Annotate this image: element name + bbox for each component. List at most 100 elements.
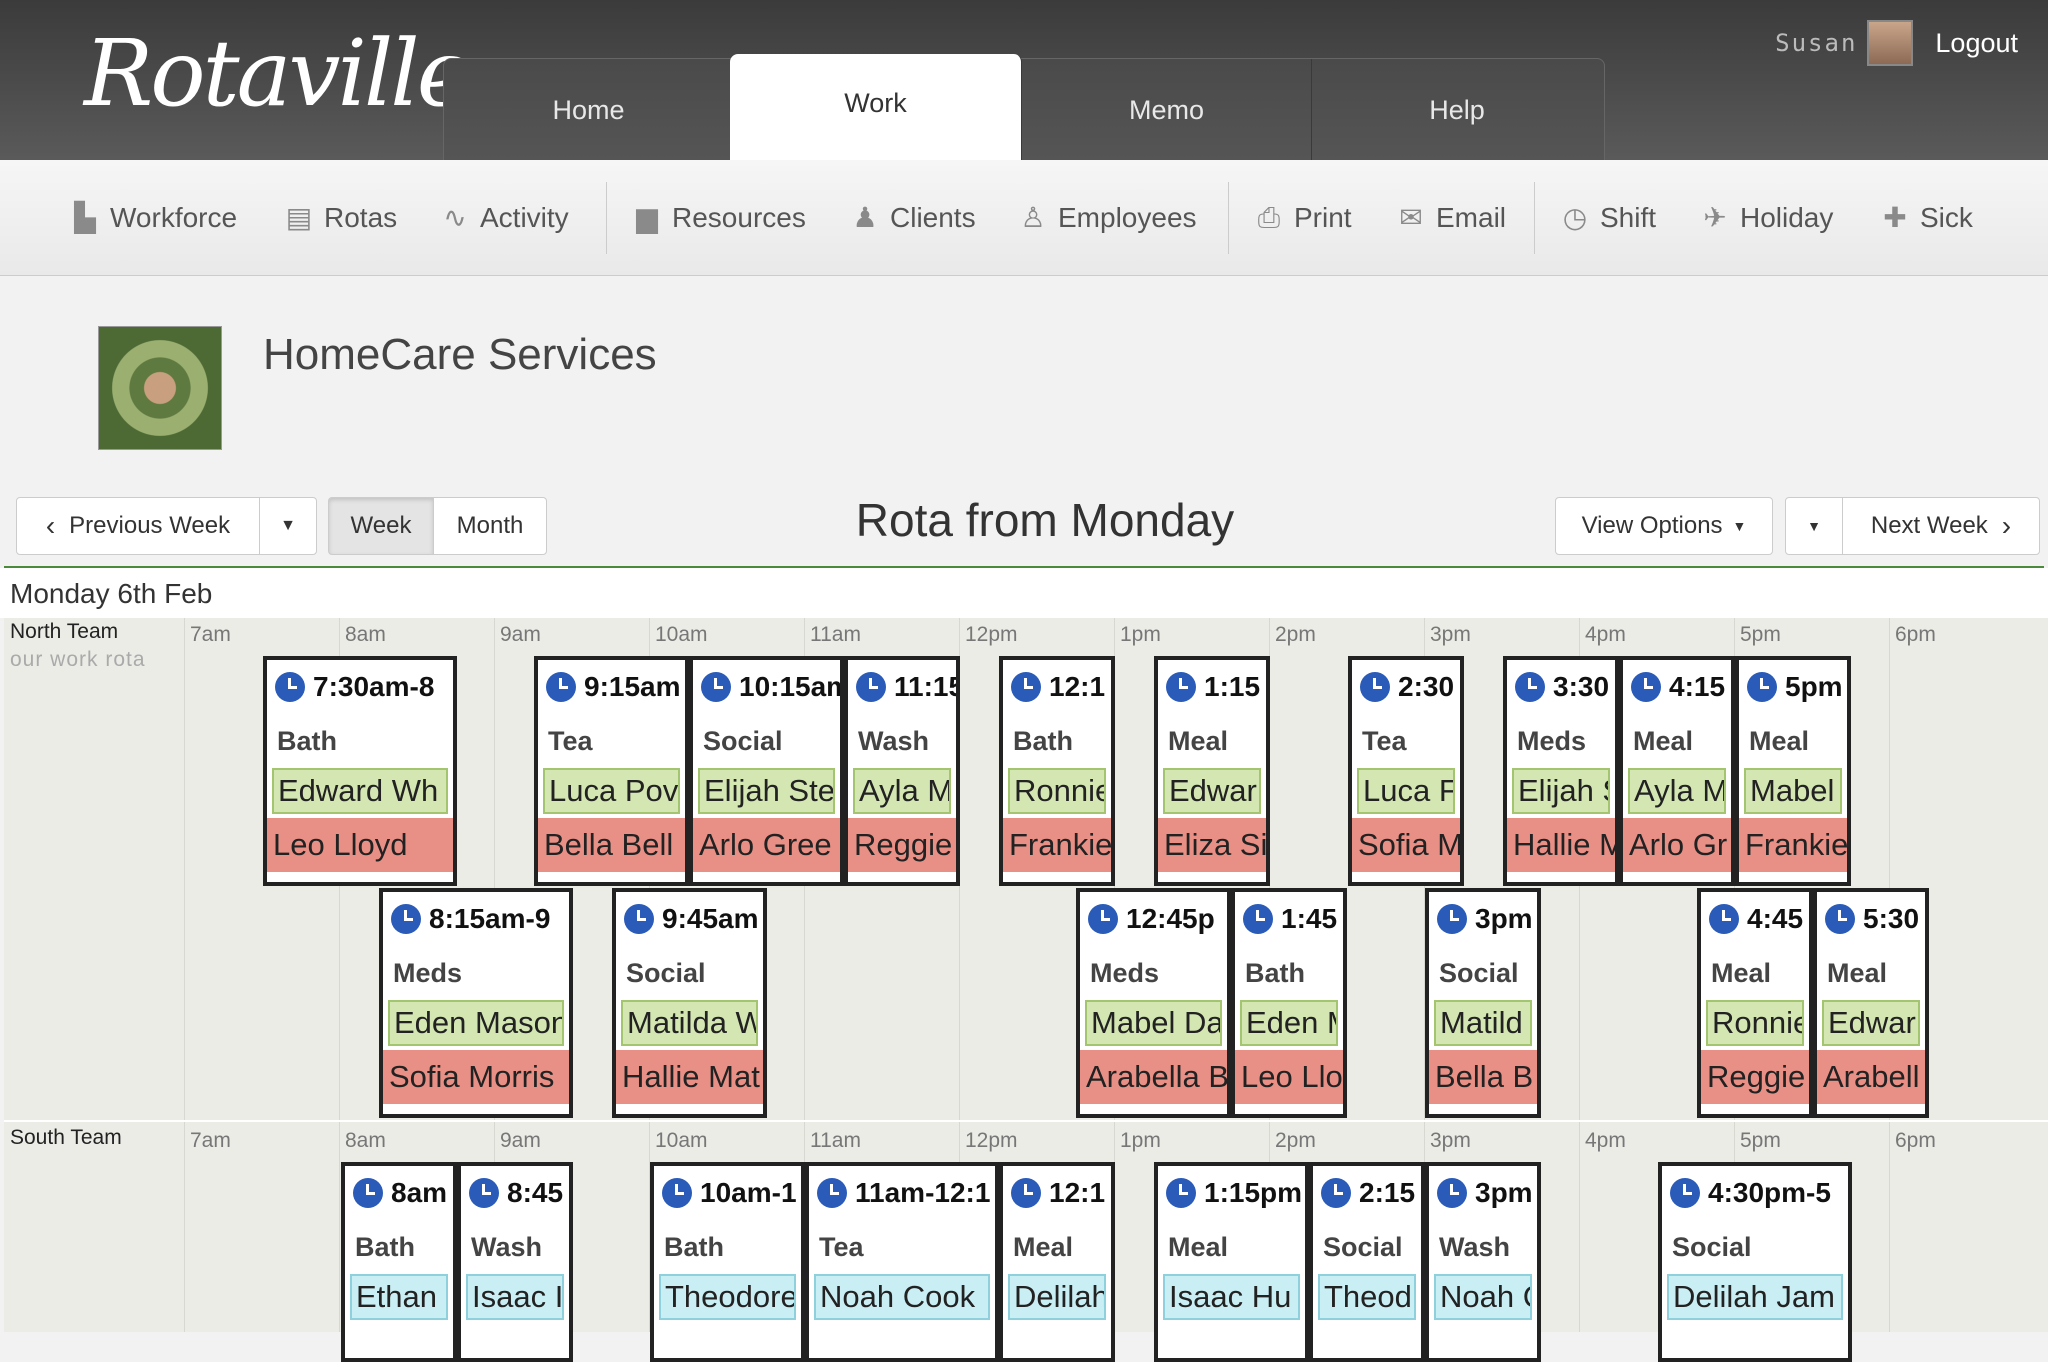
shift-card[interactable]: 10:15am Social Elijah Ste Arlo Gree	[689, 656, 844, 886]
month-view-button[interactable]: Month	[433, 497, 547, 555]
rotas-button[interactable]: ▤ Rotas	[284, 160, 397, 276]
employees-button[interactable]: ♙ Employees	[1018, 160, 1197, 276]
shift-task: Meds	[393, 958, 463, 988]
shift-card[interactable]: 5:30 Meal Edwar Arabell	[1813, 888, 1929, 1118]
shift-card[interactable]: 12:1 Bath Ronnie Frankie	[999, 656, 1115, 886]
shift-card[interactable]: 9:15am Tea Luca Pov Bella Bell	[534, 656, 689, 886]
shift-card[interactable]: 1:15 Meal Edwar Eliza Si	[1154, 656, 1270, 886]
toolbar-divider	[606, 182, 607, 254]
shift-time-text: 3pm	[1475, 903, 1533, 934]
hour-label: 1pm	[1120, 623, 1161, 646]
shift-card[interactable]: 4:15 Meal Ayla M Arlo Gr	[1619, 656, 1735, 886]
shift-card[interactable]: 4:30pm-5 Social Delilah Jam	[1658, 1162, 1852, 1362]
shift-card[interactable]: 3:30 Meds Elijah S Hallie M	[1503, 656, 1619, 886]
shift-card[interactable]: 8:45 Wash Isaac I	[457, 1162, 573, 1362]
shift-card[interactable]: 12:1 Meal Delilah	[999, 1162, 1115, 1362]
sick-button[interactable]: ✚ Sick	[1880, 160, 1973, 276]
shift-client: Isaac Hu	[1163, 1274, 1300, 1320]
tab-work[interactable]: Work	[730, 54, 1022, 161]
print-button[interactable]: ⎙ Print	[1254, 160, 1352, 276]
shift-task: Bath	[355, 1232, 415, 1262]
shift-button[interactable]: ◷ Shift	[1560, 160, 1656, 276]
shift-time-text: 8:15am-9	[429, 903, 551, 934]
shift-time: 10am-1	[662, 1176, 801, 1210]
chevron-right-icon: ›	[2001, 510, 2012, 541]
logout-link[interactable]: Logout	[1935, 27, 2018, 58]
shift-time: 9:15am	[546, 670, 685, 704]
hour-label: 8am	[345, 623, 386, 646]
shift-task: Wash	[858, 726, 930, 756]
tab-help[interactable]: Help	[1429, 94, 1485, 125]
shift-card[interactable]: 2:15 Social Theod	[1309, 1162, 1425, 1362]
shift-task: Social	[1439, 958, 1519, 988]
previous-week-dropdown[interactable]: ▼	[259, 497, 317, 555]
person-icon: ♙	[1020, 202, 1046, 233]
email-button[interactable]: ✉ Email	[1396, 160, 1506, 276]
shift-staff: Sofia M	[1352, 818, 1460, 872]
week-view-button[interactable]: Week	[328, 497, 434, 555]
employees-label: Employees	[1058, 202, 1197, 233]
tab-memo[interactable]: Memo	[1022, 59, 1312, 161]
clock-icon	[1825, 904, 1855, 934]
client-icon: ♟	[852, 202, 878, 233]
holiday-button[interactable]: ✈ Holiday	[1700, 160, 1833, 276]
shift-time-text: 4:45	[1747, 903, 1804, 934]
shift-card[interactable]: 8:15am-9 Meds Eden Mason Sofia Morris	[379, 888, 573, 1118]
activity-button[interactable]: ∿ Activity	[440, 160, 568, 276]
shift-task: Tea	[1362, 726, 1407, 756]
workforce-button[interactable]: ▙ Workforce	[70, 160, 237, 276]
shift-time-text: 11:15	[894, 671, 956, 702]
shift-card[interactable]: 3pm Social Matild Bella B	[1425, 888, 1541, 1118]
shift-card[interactable]: 12:45p Meds Mabel Da Arabella B	[1076, 888, 1231, 1118]
shift-time-text: 4:30pm-5	[1708, 1177, 1831, 1208]
shift-task: Social	[1323, 1232, 1403, 1262]
next-week-dropdown[interactable]: ▼	[1785, 497, 1843, 555]
shift-card[interactable]: 11:15 Wash Ayla M Reggie	[844, 656, 960, 886]
tab-home[interactable]: Home	[444, 59, 734, 161]
shift-card[interactable]: 1:45 Bath Eden M Leo Llo	[1231, 888, 1347, 1118]
shift-time-text: 1:15pm	[1204, 1177, 1303, 1208]
shift-card[interactable]: 11am-12:1 Tea Noah Cook	[805, 1162, 999, 1362]
resources-button[interactable]: ▆ Resources	[632, 160, 806, 276]
hour-label: 4pm	[1585, 623, 1626, 646]
shift-time: 5:30	[1825, 902, 1925, 936]
shift-card[interactable]: 9:45am Social Matilda W Hallie Mat	[612, 888, 767, 1118]
caret-down-icon: ▼	[1807, 518, 1821, 534]
next-week-button[interactable]: Next Week ›	[1842, 497, 2040, 555]
shift-card[interactable]: 1:15pm Meal Isaac Hu	[1154, 1162, 1309, 1362]
shift-card[interactable]: 3pm Wash Noah C	[1425, 1162, 1541, 1362]
shift-card[interactable]: 10am-1 Bath Theodore	[650, 1162, 805, 1362]
shift-time-text: 5:30	[1863, 903, 1920, 934]
shift-staff: Leo Lloyd	[267, 818, 453, 872]
clock-icon	[1747, 672, 1777, 702]
shift-task: Bath	[664, 1232, 724, 1262]
clock-icon	[1088, 904, 1118, 934]
shift-staff: Frankie	[1739, 818, 1847, 872]
shift-time: 3pm	[1437, 902, 1537, 936]
shift-task: Meal	[1749, 726, 1810, 756]
previous-week-button[interactable]: ‹ Previous Week	[16, 497, 260, 555]
clock-icon	[1166, 1178, 1196, 1208]
avatar[interactable]	[1867, 20, 1914, 66]
shift-client: Elijah S	[1512, 768, 1610, 814]
toolbar-divider	[1534, 182, 1535, 254]
shift-task: Social	[626, 958, 706, 988]
view-options-button[interactable]: View Options ▼	[1555, 497, 1773, 555]
shift-card[interactable]: 2:30 Tea Luca F Sofia M	[1348, 656, 1464, 886]
clients-button[interactable]: ♟ Clients	[850, 160, 975, 276]
shift-card[interactable]: 7:30am-8 Bath Edward Wh Leo Lloyd	[263, 656, 457, 886]
shift-task: Meal	[1013, 1232, 1074, 1262]
shift-time-text: 5pm	[1785, 671, 1843, 702]
shift-task: Meds	[1517, 726, 1587, 756]
shift-client: Edward Wh	[272, 768, 448, 814]
shift-client: Theodore	[659, 1274, 796, 1320]
shift-task: Meal	[1633, 726, 1694, 756]
shift-task: Meds	[1090, 958, 1160, 988]
shift-card[interactable]: 5pm Meal Mabel Frankie	[1735, 656, 1851, 886]
rotaville-logo[interactable]: Rotaville	[84, 20, 471, 127]
shift-card[interactable]: 4:45 Meal Ronnie Reggie	[1697, 888, 1813, 1118]
truck-icon: ▆	[636, 202, 658, 233]
hour-label: 7am	[190, 623, 231, 646]
shift-client: Delilah	[1008, 1274, 1106, 1320]
shift-card[interactable]: 8am Bath Ethan	[341, 1162, 457, 1362]
